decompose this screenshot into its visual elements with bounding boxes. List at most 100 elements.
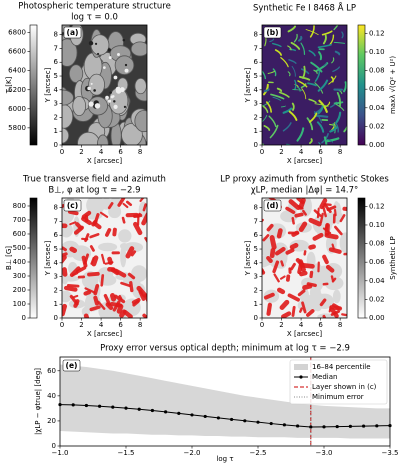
azimuth-patch [105, 228, 112, 237]
y-axis-label: Y [arcsec] [44, 240, 52, 276]
field-patch [62, 290, 72, 303]
x-tick-label: 6 [118, 321, 123, 329]
azimuth-patch [319, 212, 324, 224]
azimuth-patch [291, 216, 295, 225]
field-patch [118, 229, 132, 243]
legend-label: Minimum error [312, 393, 364, 401]
azimuth-patch [285, 206, 296, 215]
lp-streak [296, 86, 301, 92]
azimuth-patch [63, 285, 78, 292]
y-tick-label: 1 [254, 300, 258, 308]
azimuth-patch [89, 233, 100, 239]
median-point [98, 404, 102, 408]
bright-point [123, 105, 127, 108]
panel-title: Proxy error versus optical depth; minimu… [100, 344, 350, 354]
azimuth-patch [127, 272, 136, 280]
panel-title: Synthetic Fe I 8468 Å LP [253, 2, 356, 14]
lp-streak [262, 69, 267, 80]
azimuth-patch [319, 298, 327, 307]
y-tick-label: 2 [54, 113, 58, 121]
azimuth-patch [136, 212, 141, 219]
azimuth-patch [302, 283, 313, 290]
colorbar-tick-label: 0.08 [369, 67, 385, 75]
image-texture [262, 25, 347, 145]
azimuth-patch [62, 252, 68, 258]
azimuth-patch [294, 212, 304, 218]
bright-point [117, 53, 120, 56]
colorbar-tick-label: 6600 [8, 48, 26, 56]
bright-point [122, 38, 126, 42]
lp-streak [309, 138, 313, 145]
x-tick-label: −1.5 [118, 449, 135, 457]
lp-streak [329, 126, 338, 133]
azimuth-patch [285, 248, 295, 255]
median-point [216, 416, 220, 420]
lp-streak [274, 49, 282, 56]
y-tick-label: 1 [254, 127, 258, 135]
y-tick-label: 40 [47, 392, 56, 400]
colorbar-tick-label: 0.02 [369, 295, 385, 303]
field-patch [86, 198, 105, 215]
lp-streak [300, 42, 306, 55]
bright-point [93, 89, 96, 92]
azimuth-patch [266, 223, 274, 232]
x-tick-label: 4 [99, 321, 104, 329]
azimuth-patch [83, 253, 90, 265]
median-point [309, 425, 313, 429]
bright-point [107, 48, 112, 52]
field-patch [311, 270, 324, 292]
field-patch [317, 313, 336, 318]
lp-streak [276, 87, 283, 93]
image-frame [61, 197, 148, 319]
y-tick-label: 1 [54, 127, 58, 135]
azimuth-patch [83, 313, 90, 318]
colorbar-tick-label: 0.06 [369, 85, 385, 93]
bright-point [113, 104, 118, 109]
lp-streak [266, 25, 268, 26]
lp-streak [287, 25, 297, 33]
x-tick-label: 8 [338, 148, 342, 156]
bright-point [107, 99, 112, 103]
azimuth-patch [339, 214, 346, 223]
lp-streak [322, 34, 327, 45]
azimuth-patch [333, 208, 337, 217]
azimuth-patch [280, 260, 285, 267]
azimuth-patch [328, 247, 342, 254]
lp-streak [272, 68, 277, 77]
bright-point [102, 66, 106, 70]
azimuth-patch [101, 253, 106, 265]
colorbar-tick-label: 400 [13, 258, 26, 266]
panel-title: Photospheric temperature structure [18, 2, 171, 12]
lp-streak [332, 66, 341, 73]
granule [62, 89, 74, 106]
median-point [335, 424, 339, 429]
bright-point [94, 103, 101, 109]
colorbar-tick-label: 800 [13, 202, 26, 210]
lp-streak [309, 25, 315, 38]
colorbar-label: B⊥ [G] [5, 246, 13, 270]
panel-label: (a) [67, 28, 79, 37]
lp-streak [280, 105, 286, 108]
y-tick-label: 8 [254, 31, 258, 39]
azimuth-patch [72, 294, 79, 299]
x-tick-label: 6 [318, 148, 323, 156]
azimuth-patch [130, 250, 137, 257]
y-tick-label: 0 [54, 314, 58, 322]
y-tick-label: 8 [54, 31, 58, 39]
x-tick-label: −3.0 [316, 449, 333, 457]
colorbar-tick-label: 5800 [8, 124, 26, 132]
granule [62, 104, 74, 129]
y-tick-label: 7 [254, 44, 258, 52]
lp-streak [282, 107, 293, 114]
y-tick-label: 8 [254, 204, 258, 212]
azimuth-patch [299, 270, 308, 277]
azimuth-patch [309, 270, 314, 279]
azimuth-patch [73, 299, 80, 308]
x-tick-label: 8 [338, 321, 342, 329]
lp-streak [291, 102, 295, 111]
lp-streak [306, 117, 314, 131]
field-patch [98, 242, 118, 252]
azimuth-patch [103, 293, 111, 306]
lp-streak [262, 115, 268, 123]
lp-streak [301, 88, 307, 100]
